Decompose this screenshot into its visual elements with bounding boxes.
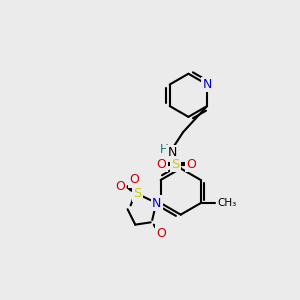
Text: N: N	[167, 146, 177, 159]
Text: O: O	[129, 173, 139, 187]
Text: O: O	[115, 180, 125, 193]
Text: S: S	[134, 187, 142, 200]
Text: N: N	[202, 78, 212, 91]
Text: O: O	[157, 158, 166, 171]
Text: O: O	[157, 226, 166, 240]
Text: H: H	[159, 143, 168, 156]
Text: N: N	[152, 196, 161, 210]
Text: S: S	[171, 158, 179, 171]
Text: CH₃: CH₃	[218, 198, 237, 208]
Text: O: O	[186, 158, 196, 171]
